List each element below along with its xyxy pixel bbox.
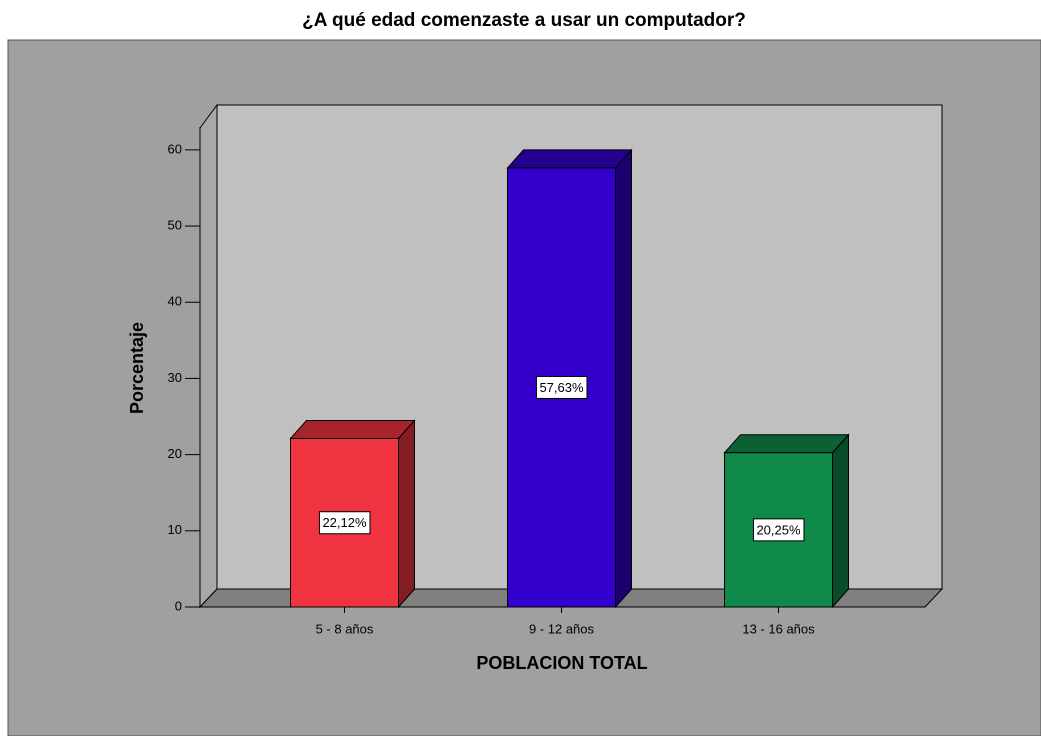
value-label-box <box>535 375 588 399</box>
y-tick-label: 40 <box>168 294 182 309</box>
side-wall <box>199 103 218 609</box>
value-label-box <box>318 511 371 535</box>
bar-side <box>398 419 415 609</box>
y-axis-title: Porcentaje <box>127 322 147 414</box>
y-tick-label: 20 <box>168 446 182 461</box>
bar-side <box>615 148 632 609</box>
chart-title: ¿A qué edad comenzaste a usar un computa… <box>302 10 746 31</box>
bar-top <box>723 434 850 454</box>
value-label: 20,25% <box>756 522 801 537</box>
x-tick-label: 13 - 16 años <box>742 621 815 636</box>
x-tick-label: 9 - 12 años <box>529 621 595 636</box>
bar-top <box>506 149 633 169</box>
x-axis-title: POBLACION TOTAL <box>476 653 647 673</box>
y-tick-label: 30 <box>168 370 182 385</box>
bar-top <box>289 419 416 439</box>
y-tick-label: 0 <box>175 598 182 613</box>
y-tick-label: 60 <box>168 141 182 156</box>
value-label: 57,63% <box>539 380 584 395</box>
x-tick-label: 5 - 8 años <box>316 621 374 636</box>
bar <box>507 167 616 608</box>
bar-side <box>832 433 849 609</box>
value-label: 22,12% <box>322 515 367 530</box>
value-label-box <box>752 518 805 542</box>
y-tick-label: 50 <box>168 217 182 232</box>
y-tick-label: 10 <box>168 522 182 537</box>
